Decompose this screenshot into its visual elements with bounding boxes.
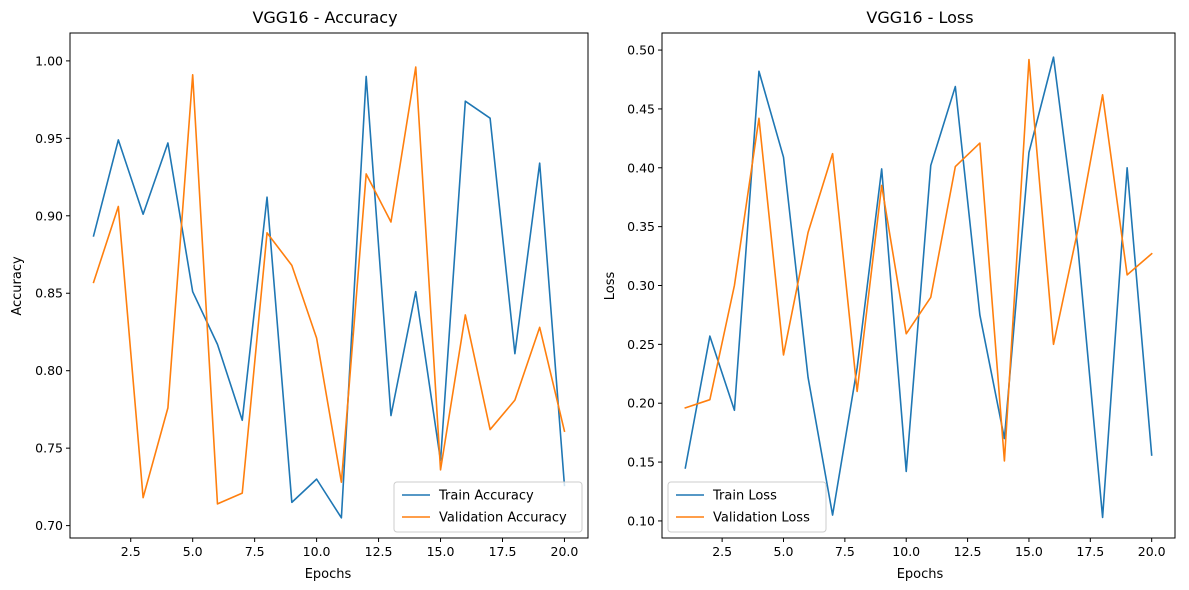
x-tick-label: 12.5 xyxy=(954,544,982,559)
chart-title: VGG16 - Loss xyxy=(866,8,973,27)
x-tick-label: 10.0 xyxy=(892,544,920,559)
y-tick-label: 0.45 xyxy=(627,101,655,116)
x-tick-label: 15.0 xyxy=(1015,544,1043,559)
x-tick-label: 20.0 xyxy=(551,544,579,559)
y-tick-label: 0.10 xyxy=(627,513,655,528)
x-tick-label: 2.5 xyxy=(712,544,732,559)
series-line-train xyxy=(92,75,566,519)
legend: Train Loss Validation Loss xyxy=(667,481,827,533)
x-tick-label: 2.5 xyxy=(121,544,141,559)
y-tick-label: 0.75 xyxy=(35,441,63,456)
x-tick-label: 7.5 xyxy=(835,544,855,559)
y-tick-label: 1.00 xyxy=(35,53,63,68)
series-line-validation xyxy=(92,66,566,505)
y-tick-label: 0.70 xyxy=(35,518,63,533)
y-tick-label: 0.50 xyxy=(627,43,655,58)
x-tick-label: 15.0 xyxy=(427,544,455,559)
y-tick-label: 0.30 xyxy=(627,278,655,293)
x-tick-label: 17.5 xyxy=(1076,544,1104,559)
legend-box xyxy=(393,481,583,533)
legend: Train Accuracy Validation Accuracy xyxy=(393,481,583,533)
x-tick-label: 5.0 xyxy=(183,544,203,559)
legend-label: Validation Loss xyxy=(713,511,810,526)
x-tick-label: 20.0 xyxy=(1138,544,1166,559)
x-tick-label: 5.0 xyxy=(774,544,794,559)
series-line-validation xyxy=(684,58,1153,462)
plot-frame xyxy=(69,32,589,539)
accuracy-chart: VGG16 - Accuracy Epochs Accuracy 2.5 5.0 7… xyxy=(10,8,589,582)
y-tick-label: 0.35 xyxy=(627,219,655,234)
y-tick-label: 0.90 xyxy=(35,208,63,223)
series-line-train xyxy=(684,56,1153,519)
legend-box xyxy=(667,481,827,533)
x-tick-label: 17.5 xyxy=(489,544,517,559)
y-tick-label: 0.25 xyxy=(627,337,655,352)
x-axis-label: Epochs xyxy=(305,567,352,582)
chart-title: VGG16 - Accuracy xyxy=(252,8,397,27)
legend-label: Validation Accuracy xyxy=(439,511,567,526)
legend-label: Train Loss xyxy=(712,489,777,504)
y-axis-label: Loss xyxy=(603,272,618,301)
loss-chart: VGG16 - Loss Epochs Loss 2.5 5.0 7.5 10.0 12… xyxy=(603,8,1176,582)
x-tick-label: 7.5 xyxy=(245,544,265,559)
y-axis-label: Accuracy xyxy=(10,256,25,316)
y-tick-label: 0.85 xyxy=(35,286,63,301)
legend-label: Train Accuracy xyxy=(438,489,534,504)
y-tick-label: 0.95 xyxy=(35,131,63,146)
y-tick-label: 0.80 xyxy=(35,363,63,378)
y-tick-label: 0.40 xyxy=(627,160,655,175)
x-tick-label: 10.0 xyxy=(303,544,331,559)
y-tick-label: 0.15 xyxy=(627,455,655,470)
y-tick-label: 0.20 xyxy=(627,396,655,411)
x-tick-label: 12.5 xyxy=(365,544,393,559)
x-axis-label: Epochs xyxy=(897,567,944,582)
